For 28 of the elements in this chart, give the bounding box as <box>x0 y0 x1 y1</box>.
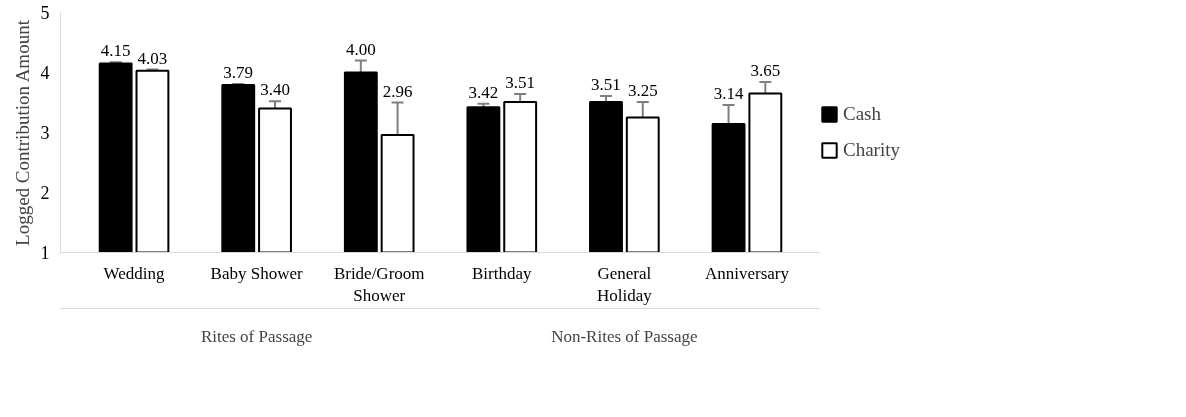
x-tick-label: Bride/Groom Shower <box>333 263 425 306</box>
x-tick-label: Baby Shower <box>210 263 303 283</box>
text: Rites of Passage <box>200 326 313 346</box>
legend-label: Cash <box>843 103 881 125</box>
data-label: 3.79 <box>223 62 254 82</box>
x-tick-label: Wedding <box>103 263 166 283</box>
data-label: 4.00 <box>345 39 376 59</box>
data-label: 3.40 <box>260 80 290 100</box>
data-label: 4.03 <box>137 48 168 68</box>
x-tick-label: Anniversary <box>704 263 790 283</box>
data-label: 2.96 <box>382 81 413 101</box>
data-label: 3.25 <box>627 80 658 100</box>
y-tick-label: 5 <box>40 3 50 23</box>
data-label: 3.14 <box>713 83 744 103</box>
data-label: 3.51 <box>591 74 621 94</box>
text: Non-Rites of Passage <box>551 326 698 346</box>
data-label: 3.51 <box>505 73 536 93</box>
data-label: 3.42 <box>468 82 499 102</box>
x-tick-label: Birthday <box>472 263 533 283</box>
data-label: 3.65 <box>750 61 781 81</box>
y-tick-label: 1 <box>40 243 50 263</box>
legend-label: Charity <box>843 139 900 161</box>
x-tick-label: General Holiday <box>596 263 653 306</box>
y-tick-label: 3 <box>40 123 50 143</box>
y-tick-label: 2 <box>40 183 50 203</box>
y-tick-label: 4 <box>40 63 50 83</box>
y-axis-title: Logged Contribution Amount <box>11 19 33 246</box>
data-label: 4.15 <box>100 41 131 61</box>
